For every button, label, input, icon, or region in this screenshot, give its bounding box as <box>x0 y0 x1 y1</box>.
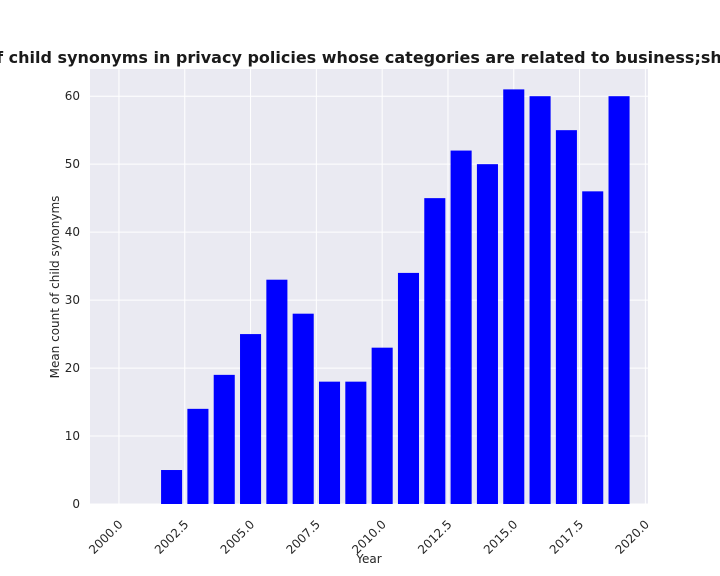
x-tick-label: 2020.0 <box>612 517 652 557</box>
bars <box>161 89 630 504</box>
bar <box>608 96 630 504</box>
bar <box>450 150 472 504</box>
bar <box>424 198 446 504</box>
y-tick-label: 50 <box>65 157 80 171</box>
y-tick-label: 0 <box>72 497 80 511</box>
bar <box>187 408 209 504</box>
bar <box>240 334 262 504</box>
y-tick-label: 30 <box>65 293 80 307</box>
y-tick-labels: 0 10 20 30 40 50 60 <box>65 89 80 511</box>
y-axis-label: Mean count of child synonyms <box>48 196 62 379</box>
bar <box>318 381 341 504</box>
bar <box>529 96 551 504</box>
bar <box>345 381 367 504</box>
bar <box>213 374 235 504</box>
bar <box>555 130 577 504</box>
bar <box>476 164 498 504</box>
bar <box>161 470 183 504</box>
plot-background <box>90 69 648 504</box>
y-tick-label: 20 <box>65 361 80 375</box>
x-tick-label: 2002.5 <box>152 517 192 557</box>
bar <box>266 279 288 504</box>
x-tick-label: 2000.0 <box>86 517 126 557</box>
x-tick-label: 2017.5 <box>547 517 587 557</box>
x-tick-label: 2015.0 <box>481 517 521 557</box>
x-tick-label: 2007.5 <box>283 517 323 557</box>
x-axis-label: Year <box>355 552 381 566</box>
x-tick-label: 2010.0 <box>349 517 389 557</box>
bar <box>397 272 420 504</box>
y-tick-label: 60 <box>65 89 80 103</box>
y-tick-label: 40 <box>65 225 80 239</box>
y-tick-label: 10 <box>65 429 80 443</box>
x-tick-label: 2012.5 <box>415 517 455 557</box>
x-tick-labels: 2000.0 2002.5 2005.0 2007.5 2010.0 2012.5 2015… <box>86 517 652 557</box>
x-tick-label: 2005.0 <box>218 517 258 557</box>
chart-title: Mean count of child synonyms in privacy … <box>0 48 720 67</box>
bar <box>371 347 393 504</box>
bar <box>292 313 314 504</box>
bar <box>503 89 525 504</box>
bar <box>582 191 604 504</box>
